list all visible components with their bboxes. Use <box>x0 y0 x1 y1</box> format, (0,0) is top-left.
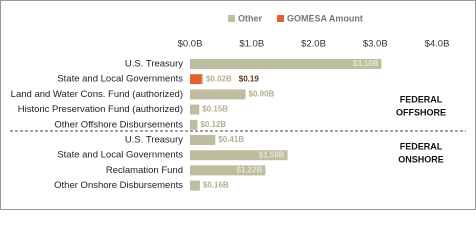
group-label: FEDERAL <box>400 94 443 104</box>
value-label: $0.19 <box>239 74 260 83</box>
category-label: U.S. Treasury <box>125 59 183 70</box>
bar <box>190 165 266 176</box>
value-label: $3.10B <box>353 59 379 68</box>
bar <box>190 74 202 85</box>
category-label: Historic Preservation Fund (authorized) <box>18 104 183 115</box>
x-tick-label: $4.0B <box>425 39 450 50</box>
category-label: Reclamation Fund <box>106 165 183 176</box>
legend-swatch <box>228 15 235 22</box>
bar <box>190 89 246 100</box>
category-label: State and Local Governments <box>57 74 183 85</box>
chart: Other GOMESA Amount $0.0B $1.0B $2.0B $3.0B $4… <box>0 0 476 210</box>
x-tick-label: $0.0B <box>178 39 203 50</box>
value-label: $0.15B <box>202 105 228 114</box>
group-label: FEDERAL <box>400 141 443 151</box>
legend-label: Other <box>238 13 263 23</box>
legend-swatch <box>277 15 285 22</box>
category-label: State and Local Governments <box>57 150 183 161</box>
value-label: $0.90B <box>249 90 275 99</box>
bar <box>190 180 200 191</box>
x-tick-label: $2.0B <box>301 39 326 50</box>
value-label: $0.41B <box>218 135 244 144</box>
value-label: $0.02B <box>206 74 232 83</box>
x-tick-label: $1.0B <box>239 39 264 50</box>
category-label: Other Onshore Disbursements <box>54 180 183 191</box>
legend-label: GOMESA Amount <box>287 13 363 23</box>
value-label: $1.58B <box>259 150 285 159</box>
value-label: $1.22B <box>237 166 263 175</box>
value-label: $0.16B <box>203 181 229 190</box>
category-label: Other Offshore Disbursements <box>54 119 183 130</box>
bar <box>201 74 203 85</box>
category-label: U.S. Treasury <box>125 135 183 146</box>
bar <box>190 119 198 130</box>
bar <box>190 150 288 161</box>
group-label: OFFSHORE <box>396 107 446 117</box>
bar <box>190 104 200 115</box>
category-label: Land and Water Cons. Fund (authorized) <box>11 89 183 100</box>
group-label: ONSHORE <box>398 154 444 164</box>
x-tick-label: $3.0B <box>363 39 388 50</box>
bar <box>190 59 382 69</box>
value-label: $0.12B <box>200 120 226 129</box>
bar <box>190 135 216 145</box>
